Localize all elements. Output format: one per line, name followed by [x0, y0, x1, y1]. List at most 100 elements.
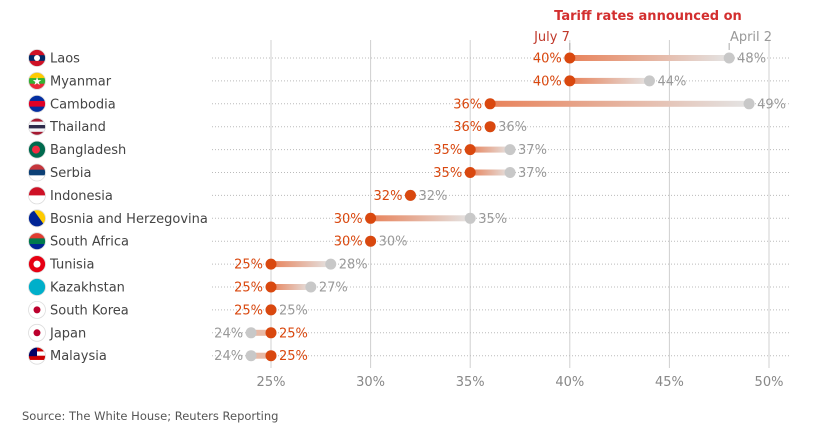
april2-value: 24% — [214, 349, 243, 364]
country-label: South Africa — [50, 235, 129, 250]
april2-dot — [743, 98, 755, 110]
april2-value: 28% — [339, 258, 368, 273]
x-tick-label: 25% — [257, 375, 286, 390]
change-bar — [490, 100, 750, 107]
country-label: Laos — [50, 52, 80, 67]
change-bar — [251, 329, 271, 336]
row-thailand: Thailand 36% 36% — [28, 117, 790, 136]
country-label: Bosnia and Herzegovina — [50, 212, 208, 227]
july7-dot — [404, 189, 416, 201]
july7-value: 36% — [453, 97, 482, 112]
row-japan: Japan 24% 25% — [28, 323, 790, 342]
july7-value: 30% — [334, 235, 363, 250]
row-kazakhstan: Kazakhstan 25% 27% — [28, 278, 790, 296]
bangladesh-flag-icon — [28, 141, 46, 159]
row-myanmar: ★ Myanmar 40% 44% — [28, 72, 790, 90]
july7-value: 32% — [374, 189, 403, 204]
country-label: South Korea — [50, 303, 129, 318]
april2-dot — [245, 327, 257, 339]
legend-april2: April 2 — [730, 30, 772, 45]
july7-value: 35% — [433, 166, 462, 181]
country-label: Malaysia — [50, 349, 107, 364]
x-tick-label: 50% — [755, 375, 784, 390]
april2-dot — [305, 281, 317, 293]
july7-dot — [265, 281, 277, 293]
july7-dot — [265, 258, 277, 270]
country-label: Bangladesh — [50, 143, 126, 158]
change-bar — [271, 261, 331, 268]
x-tick-label: 40% — [555, 375, 584, 390]
july7-value: 30% — [334, 212, 363, 227]
july7-value: 25% — [234, 281, 263, 296]
april2-value: 37% — [518, 166, 547, 181]
country-label: Tunisia — [49, 258, 94, 273]
row-south-africa: South Africa 30% 30% — [28, 232, 790, 251]
country-label: Thailand — [49, 120, 106, 135]
july7-dot — [265, 304, 277, 316]
july7-value: 36% — [453, 120, 482, 135]
april2-value: 49% — [757, 97, 786, 112]
april2-value: 37% — [518, 143, 547, 158]
row-south-korea: South Korea 25% 25% — [28, 300, 790, 319]
laos-flag-icon — [28, 49, 46, 67]
legend-title: Tariff rates announced on — [554, 9, 742, 24]
south-africa-flag-icon — [28, 232, 46, 250]
april2-value: 48% — [737, 52, 766, 67]
april2-value: 36% — [498, 120, 527, 135]
july7-value: 40% — [533, 74, 562, 89]
april2-value: 44% — [657, 74, 686, 89]
july7-dot — [484, 98, 496, 110]
tunisia-flag-icon — [28, 255, 46, 273]
change-bar — [470, 169, 511, 176]
july7-value: 25% — [279, 349, 308, 364]
x-tick-label: 30% — [356, 375, 385, 390]
legend-july7: July 7 — [533, 30, 570, 45]
july7-dot — [484, 121, 496, 133]
country-label: Indonesia — [50, 189, 113, 204]
malaysia-flag-icon — [28, 347, 46, 365]
row-cambodia: Cambodia 36% 49% — [28, 94, 790, 113]
july7-dot — [464, 144, 476, 156]
myanmar-flag-icon: ★ — [28, 72, 46, 90]
row-serbia: Serbia 35% 37% — [28, 163, 790, 182]
cambodia-flag-icon — [28, 95, 46, 113]
row-bangladesh: Bangladesh 35% 37% — [28, 140, 790, 159]
change-bar — [470, 146, 511, 153]
april2-dot — [245, 350, 257, 362]
july7-dot — [564, 75, 576, 87]
japan-flag-icon — [28, 324, 46, 342]
change-bar — [370, 215, 471, 222]
row-malaysia: Malaysia 24% 25% — [28, 346, 790, 365]
july7-value: 25% — [234, 303, 263, 318]
april2-value: 27% — [319, 281, 348, 296]
x-tick-label: 45% — [655, 375, 684, 390]
change-bar — [271, 284, 311, 290]
serbia-flag-icon — [28, 164, 46, 181]
svg-text:★: ★ — [32, 75, 42, 88]
row-bosnia: Bosnia and Herzegovina 30% 35% — [28, 209, 790, 228]
row-tunisia: Tunisia 25% 28% — [28, 255, 790, 274]
july7-dot — [265, 350, 277, 362]
change-bar — [569, 77, 650, 84]
april2-dot — [325, 258, 337, 270]
source-note: Source: The White House; Reuters Reporti… — [22, 409, 278, 423]
april2-value: 30% — [379, 235, 408, 250]
kazakhstan-flag-icon — [28, 278, 46, 296]
april2-value: 32% — [418, 189, 447, 204]
july7-dot — [265, 327, 277, 339]
indonesia-flag-icon — [28, 186, 46, 204]
april2-dot — [504, 144, 516, 156]
change-bar — [569, 55, 730, 61]
july7-value: 35% — [433, 143, 462, 158]
bosnia-flag-icon — [28, 209, 46, 227]
april2-dot — [723, 52, 735, 64]
july7-dot — [365, 235, 377, 247]
july7-dot — [464, 167, 476, 178]
april2-dot — [464, 212, 476, 224]
april2-value: 35% — [478, 212, 507, 227]
july7-dot — [365, 212, 377, 224]
country-label: Kazakhstan — [50, 281, 125, 296]
april2-dot — [643, 75, 655, 87]
